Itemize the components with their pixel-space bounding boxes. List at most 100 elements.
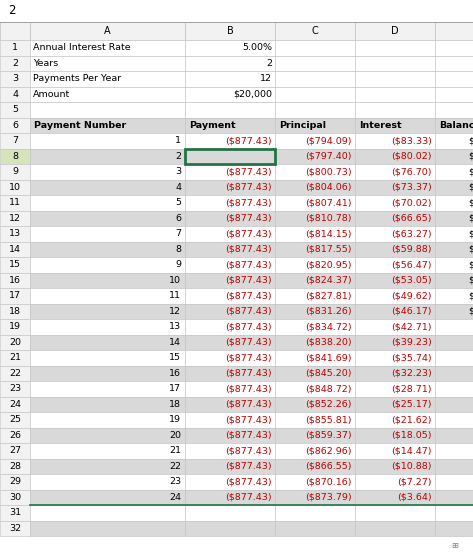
Text: ($877.43): ($877.43): [225, 152, 272, 161]
Bar: [30, 195, 185, 211]
Text: ($83.33): ($83.33): [391, 136, 432, 145]
Text: $11,908.50: $11,908.50: [468, 276, 473, 285]
Bar: [30, 148, 185, 164]
Text: ($877.43): ($877.43): [225, 136, 272, 145]
Bar: [275, 117, 355, 133]
Text: 29: 29: [9, 477, 21, 486]
Text: 18: 18: [169, 400, 181, 409]
Text: $15,185.53: $15,185.53: [468, 214, 473, 223]
Bar: [435, 335, 473, 350]
Text: ($877.43): ($877.43): [225, 260, 272, 269]
Bar: [435, 273, 473, 288]
Text: ($56.47): ($56.47): [392, 260, 432, 269]
Text: $12,732.87: $12,732.87: [468, 260, 473, 269]
Text: ($32.23): ($32.23): [391, 369, 432, 378]
Text: 13: 13: [9, 229, 21, 238]
Text: 2: 2: [12, 59, 18, 68]
Bar: [0, 102, 30, 117]
Text: Balance: Balance: [439, 121, 473, 130]
Bar: [435, 117, 473, 133]
Bar: [0, 0, 473, 22]
Bar: [355, 350, 435, 366]
Bar: [355, 55, 435, 71]
Text: 26: 26: [9, 431, 21, 440]
Bar: [355, 102, 435, 117]
Bar: [275, 102, 355, 117]
Text: 23: 23: [169, 477, 181, 486]
Text: 12: 12: [260, 74, 272, 83]
Bar: [185, 474, 275, 490]
Text: ($877.43): ($877.43): [225, 307, 272, 316]
Bar: [185, 22, 275, 40]
Bar: [30, 350, 185, 366]
Bar: [355, 412, 435, 428]
Bar: [275, 397, 355, 412]
Bar: [275, 350, 355, 366]
Bar: [0, 179, 30, 195]
Bar: [435, 459, 473, 474]
Text: 31: 31: [9, 508, 21, 517]
Bar: [0, 412, 30, 428]
Text: ($845.20): ($845.20): [306, 369, 352, 378]
Text: Payment Number: Payment Number: [34, 121, 126, 130]
Text: ($3.64): ($3.64): [397, 493, 432, 502]
Text: ($817.55): ($817.55): [306, 245, 352, 254]
Text: ($18.05): ($18.05): [392, 431, 432, 440]
Bar: [355, 304, 435, 319]
Text: ($63.27): ($63.27): [391, 229, 432, 238]
Text: 3: 3: [12, 74, 18, 83]
Bar: [435, 211, 473, 226]
Bar: [30, 490, 185, 505]
Text: 2: 2: [175, 152, 181, 161]
Text: ($877.43): ($877.43): [225, 198, 272, 207]
Bar: [275, 459, 355, 474]
Bar: [275, 226, 355, 242]
Bar: [0, 164, 30, 179]
Bar: [30, 412, 185, 428]
Bar: [30, 273, 185, 288]
Bar: [435, 490, 473, 505]
Text: 9: 9: [175, 260, 181, 269]
Bar: [0, 211, 30, 226]
Bar: [185, 319, 275, 335]
Bar: [185, 304, 275, 319]
Text: ($80.02): ($80.02): [392, 152, 432, 161]
Bar: [185, 412, 275, 428]
Text: ($877.43): ($877.43): [225, 353, 272, 362]
Text: ($855.81): ($855.81): [306, 416, 352, 424]
Text: ($35.74): ($35.74): [391, 353, 432, 362]
Bar: [0, 350, 30, 366]
Text: 15: 15: [9, 260, 21, 269]
Text: 20: 20: [9, 338, 21, 347]
Text: ($794.09): ($794.09): [306, 136, 352, 145]
Bar: [435, 474, 473, 490]
Text: ($877.43): ($877.43): [225, 183, 272, 192]
Bar: [0, 319, 30, 335]
Bar: [275, 133, 355, 148]
Bar: [30, 319, 185, 335]
Bar: [275, 304, 355, 319]
Text: 21: 21: [169, 447, 181, 455]
Text: ($10.88): ($10.88): [392, 461, 432, 471]
Text: 16: 16: [169, 369, 181, 378]
Text: 30: 30: [9, 493, 21, 502]
Text: Payments Per Year: Payments Per Year: [33, 74, 121, 83]
Bar: [355, 164, 435, 179]
Bar: [0, 71, 30, 86]
Bar: [30, 226, 185, 242]
Text: ($76.70): ($76.70): [392, 167, 432, 176]
Bar: [435, 304, 473, 319]
Bar: [0, 86, 30, 102]
Bar: [0, 40, 30, 55]
Text: ($59.88): ($59.88): [392, 245, 432, 254]
Text: 5.00%: 5.00%: [242, 43, 272, 52]
Text: $19,205.91: $19,205.91: [468, 136, 473, 145]
Bar: [435, 86, 473, 102]
Bar: [275, 521, 355, 536]
Bar: [355, 179, 435, 195]
Text: ($820.95): ($820.95): [306, 260, 352, 269]
Bar: [275, 195, 355, 211]
Bar: [30, 335, 185, 350]
Bar: [0, 304, 30, 319]
Bar: [0, 443, 30, 459]
